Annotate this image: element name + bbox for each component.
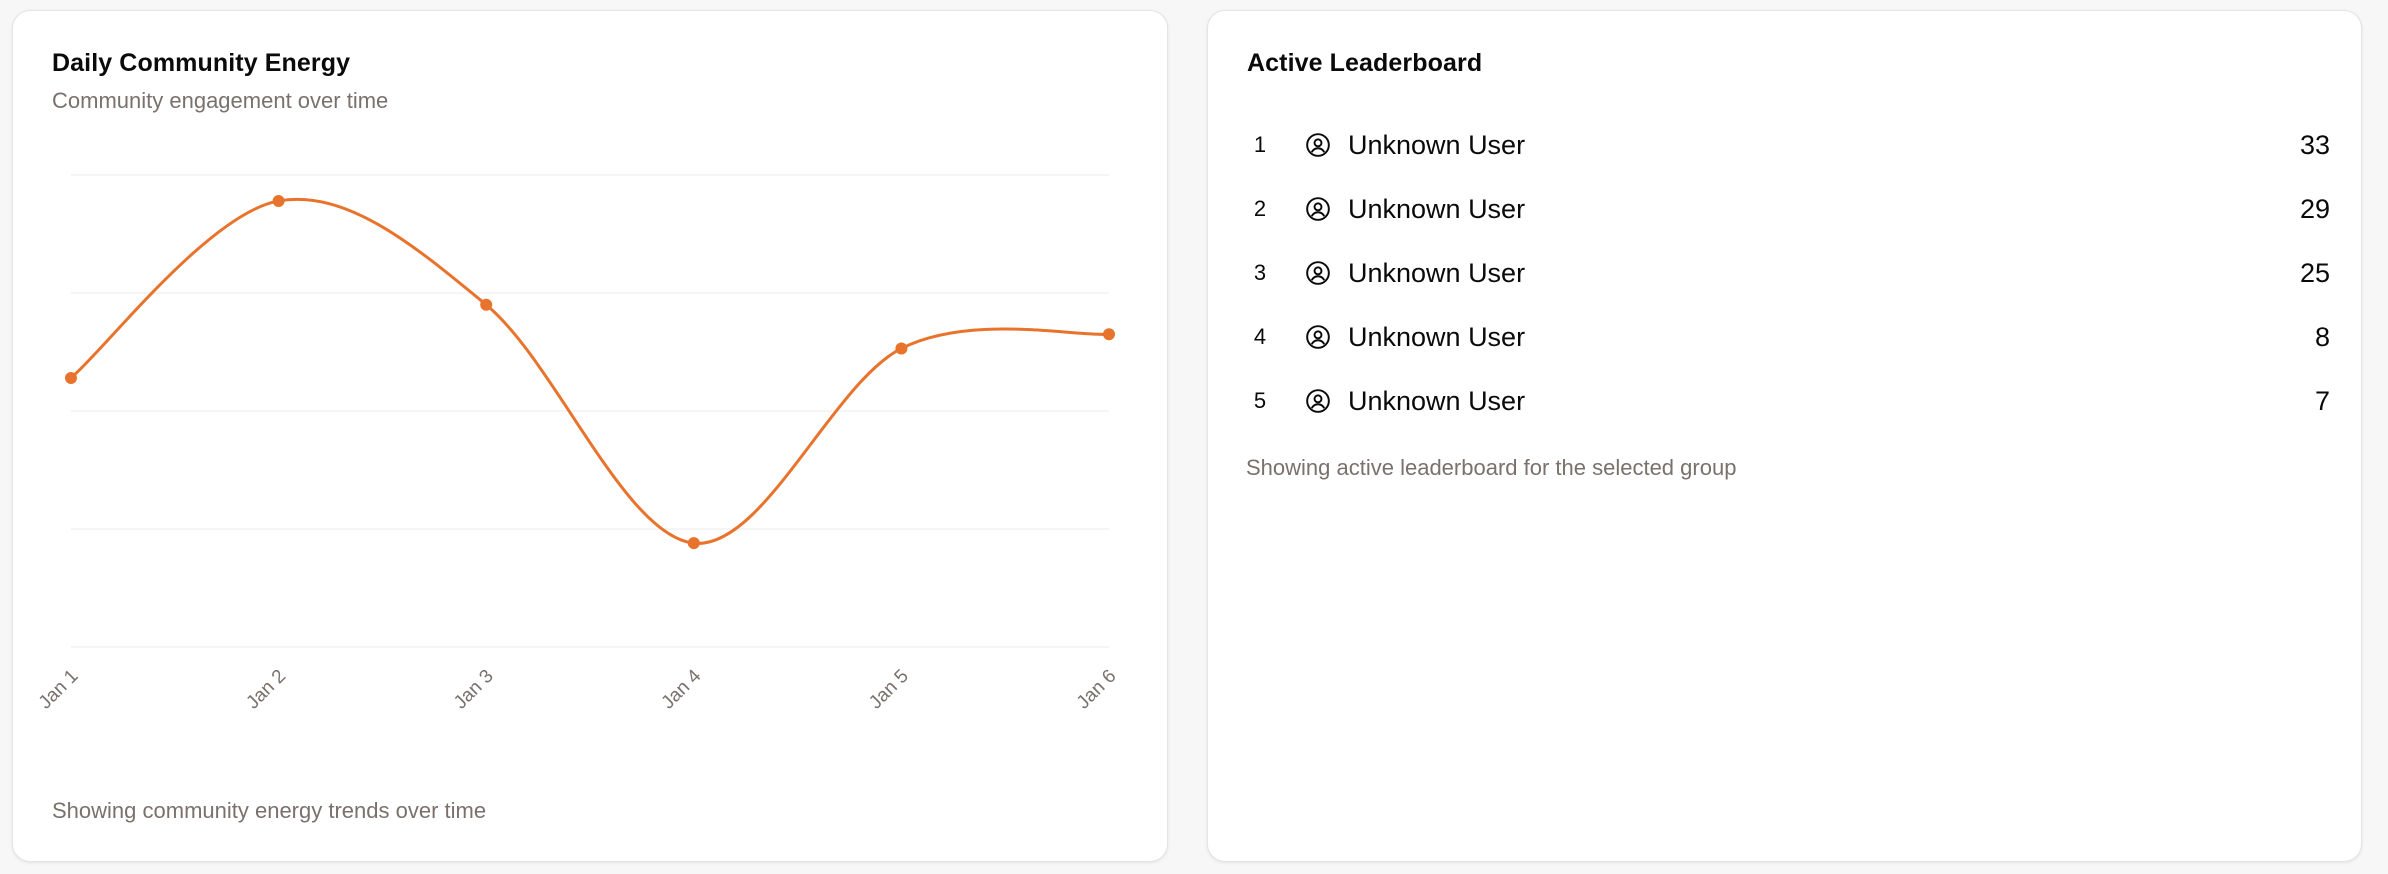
- leaderboard-row[interactable]: 1 Unknown User 33: [1246, 113, 2330, 177]
- leaderboard-score: 7: [2314, 385, 2330, 416]
- leaderboard-row[interactable]: 2 Unknown User 29: [1246, 177, 2330, 241]
- leaderboard-user-name: Unknown User: [1348, 129, 1526, 160]
- leaderboard-user-name: Unknown User: [1348, 257, 1526, 288]
- chart-data-point[interactable]: [272, 194, 285, 207]
- chart-x-tick-label: Jan 1: [35, 666, 83, 714]
- leaderboard-rank: 5: [1253, 388, 1267, 413]
- user-circle-icon: [1306, 325, 1330, 349]
- leaderboard-score: 33: [2299, 129, 2330, 160]
- energy-card-subtitle: Community engagement over time: [52, 88, 389, 113]
- leaderboard-card-footer: Showing active leaderboard for the selec…: [1246, 455, 1737, 480]
- chart-series-line: [70, 197, 1110, 545]
- leaderboard-rank: 3: [1253, 260, 1267, 285]
- leaderboard-rank: 1: [1253, 132, 1267, 157]
- leaderboard-rank: 2: [1253, 196, 1267, 221]
- energy-card: Daily Community Energy Community engagem…: [12, 10, 1168, 862]
- leaderboard-user-name: Unknown User: [1348, 385, 1526, 416]
- chart-data-point[interactable]: [480, 298, 493, 311]
- leaderboard-score: 8: [2314, 321, 2330, 352]
- leaderboard-card-title: Active Leaderboard: [1247, 49, 1483, 77]
- chart-x-tick-label: Jan 5: [865, 666, 913, 714]
- leaderboard-user-name: Unknown User: [1348, 193, 1526, 224]
- chart-data-point[interactable]: [687, 537, 700, 550]
- energy-card-title: Daily Community Energy: [52, 49, 351, 77]
- user-circle-icon: [1306, 389, 1330, 413]
- energy-card-footer: Showing community energy trends over tim…: [52, 798, 487, 823]
- user-circle-icon: [1306, 261, 1330, 285]
- leaderboard-score: 29: [2299, 193, 2330, 224]
- leaderboard-row[interactable]: 3 Unknown User 25: [1246, 241, 2330, 305]
- leaderboard-user-name: Unknown User: [1348, 321, 1526, 352]
- leaderboard-card: Active Leaderboard 1 Unknown User 33 2 U…: [1207, 10, 2362, 862]
- user-circle-icon: [1306, 197, 1330, 221]
- chart-x-tick-label: Jan 3: [450, 666, 498, 714]
- leaderboard-list: 1 Unknown User 33 2 Unknown User 29 3 Un…: [1246, 113, 2330, 433]
- user-circle-icon: [1306, 133, 1330, 157]
- energy-line-chart: Jan 1 Jan 2 Jan 3 Jan 4 Jan 5 Jan 6: [35, 174, 1121, 714]
- leaderboard-row[interactable]: 4 Unknown User 8: [1246, 305, 2330, 369]
- chart-x-tick-label: Jan 2: [242, 666, 290, 714]
- leaderboard-row[interactable]: 5 Unknown User 7: [1246, 369, 2330, 433]
- leaderboard-rank: 4: [1253, 324, 1267, 349]
- chart-x-tick-label: Jan 6: [1073, 666, 1121, 714]
- chart-data-point[interactable]: [895, 342, 908, 355]
- chart-data-point[interactable]: [65, 371, 77, 384]
- chart-x-tick-label: Jan 4: [658, 665, 706, 713]
- leaderboard-score: 25: [2299, 257, 2330, 288]
- chart-data-point[interactable]: [1103, 328, 1115, 341]
